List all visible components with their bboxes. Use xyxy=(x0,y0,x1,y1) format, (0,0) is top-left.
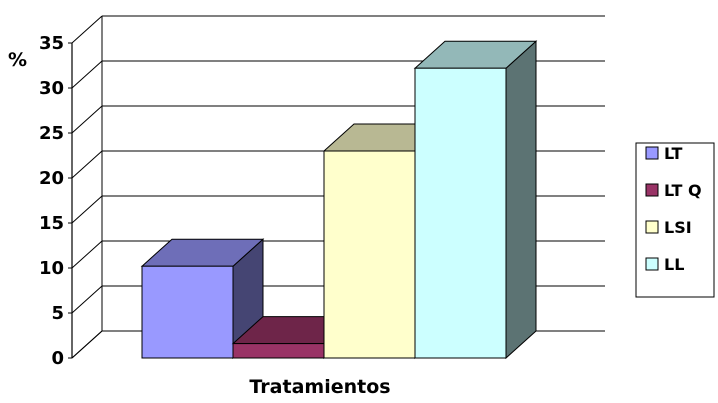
gridline-side xyxy=(71,15,103,44)
gridline-side xyxy=(71,60,103,89)
y-tick-label: 35 xyxy=(39,33,64,54)
legend-item: LL xyxy=(645,255,684,274)
legend-label: LSI xyxy=(664,218,692,237)
bar-ll xyxy=(413,40,538,360)
legend-box xyxy=(635,142,715,298)
y-tick-label: 15 xyxy=(39,213,64,234)
bar-front xyxy=(414,67,507,359)
bar-front xyxy=(141,265,234,359)
legend-item: LSI xyxy=(645,218,692,237)
bar-front xyxy=(232,343,325,359)
gridline-side xyxy=(71,285,103,314)
gridline-side xyxy=(71,150,103,179)
bars xyxy=(140,40,538,360)
gridline-side xyxy=(71,240,103,269)
y-tick-label: 0 xyxy=(51,348,64,369)
gridline-side xyxy=(71,195,103,224)
y-axis-label: % xyxy=(8,49,27,71)
bar-front xyxy=(323,150,416,359)
legend-swatch xyxy=(645,146,659,160)
gridline-side xyxy=(71,330,103,359)
legend-label: LT xyxy=(664,144,683,163)
legend-item: LT Q xyxy=(645,181,702,200)
legend-item: LT xyxy=(645,144,683,163)
y-tick-label: 30 xyxy=(39,78,64,99)
y-tick-label: 25 xyxy=(39,123,64,144)
x-axis-label: Tratamientos xyxy=(249,376,390,398)
y-tick-label: 10 xyxy=(39,258,64,279)
legend-swatch xyxy=(645,257,659,271)
y-tick-label: 20 xyxy=(39,168,64,189)
y-tick-label: 5 xyxy=(51,303,64,324)
legend-label: LT Q xyxy=(664,181,702,200)
bar-side xyxy=(505,40,537,360)
gridline-side xyxy=(71,105,103,134)
y-axis-ticks: 0 5 10 15 20 25 30 35 xyxy=(39,33,72,369)
legend-swatch xyxy=(645,220,659,234)
legend: LT LT Q LSI LL xyxy=(635,142,715,298)
legend-label: LL xyxy=(664,255,684,274)
legend-swatch xyxy=(645,183,659,197)
